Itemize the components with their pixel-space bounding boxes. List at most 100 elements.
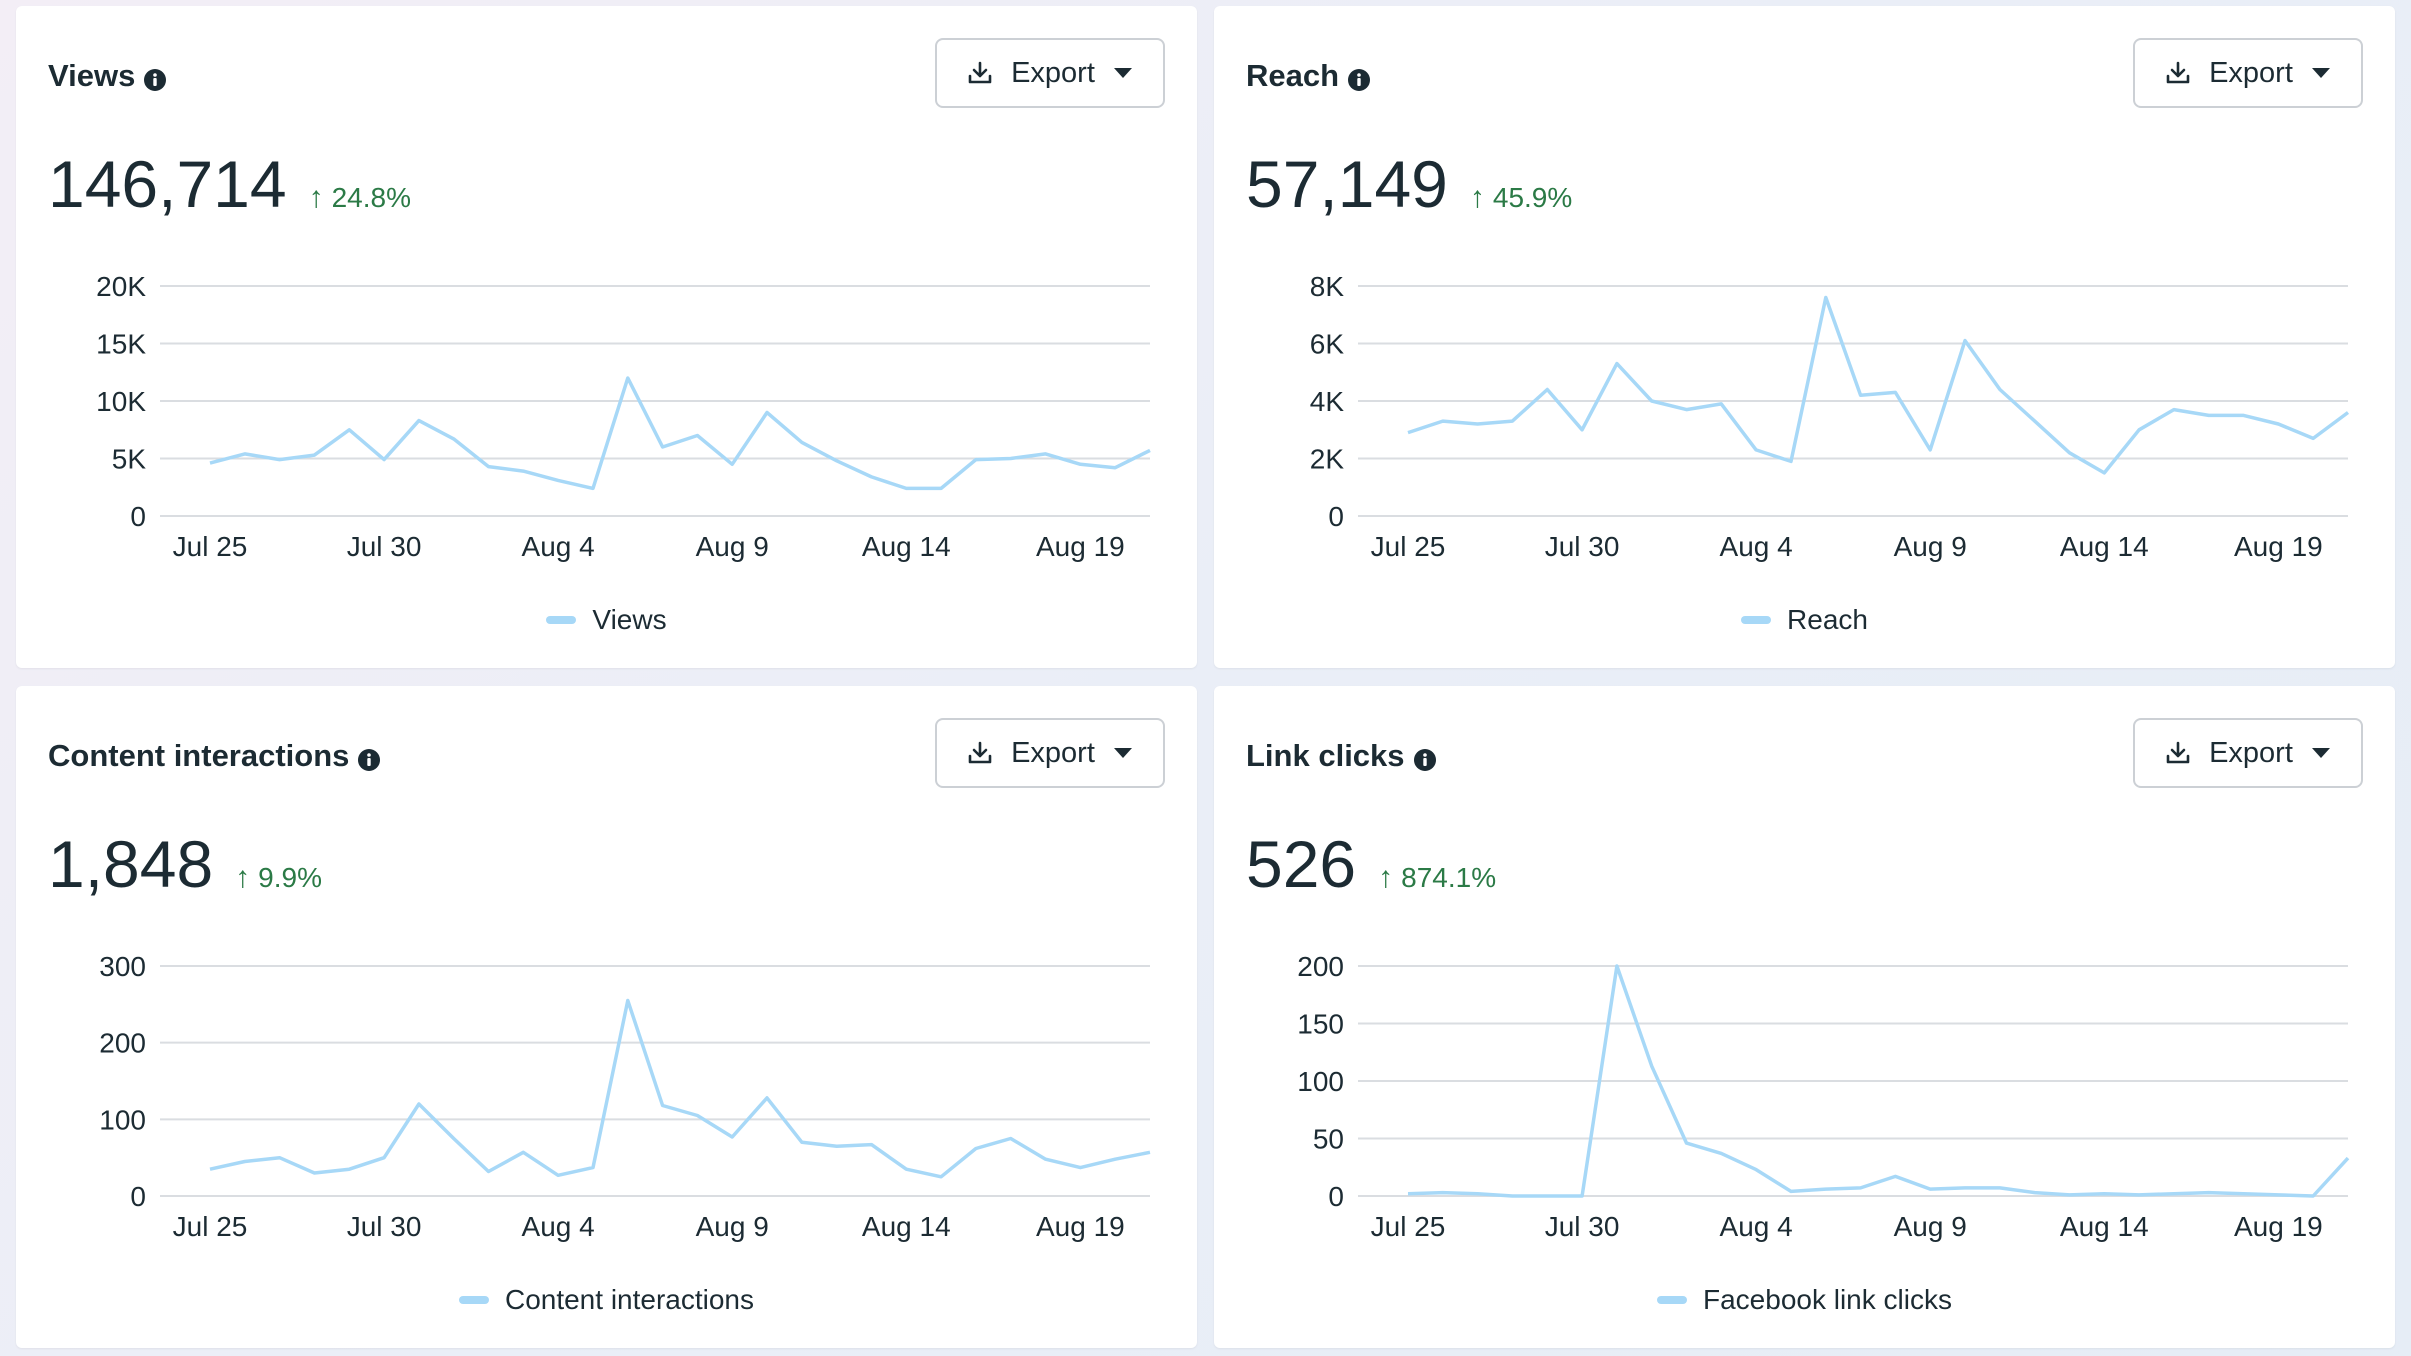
metric: 1,848 ↑ 9.9% — [48, 826, 322, 902]
card-title: Content interactions — [48, 738, 381, 774]
x-tick-label: Aug 4 — [1720, 531, 1793, 562]
metric-change-value: 874.1% — [1401, 862, 1497, 893]
legend-swatch — [458, 1296, 489, 1304]
y-tick-label: 4K — [1310, 386, 1345, 417]
metric-value: 1,848 — [48, 827, 214, 901]
reach-chart: 0 2K 4K 6K 8K Jul 25 Jul 30 Aug 4 Aug 9 Aug 14 Aug… — [1310, 271, 2350, 562]
legend-swatch — [1741, 616, 1772, 624]
y-tick-label: 5K — [112, 444, 147, 475]
x-tick-label: Jul 25 — [1371, 531, 1446, 562]
info-icon[interactable] — [1347, 64, 1371, 91]
x-tick-label: Jul 30 — [347, 1211, 422, 1242]
y-tick-label: 200 — [1297, 951, 1344, 982]
series-line[interactable] — [1407, 295, 2350, 475]
chart-legend: Content interactions — [16, 1284, 1197, 1316]
legend-swatch — [546, 616, 577, 624]
y-tick-label: 8K — [1310, 271, 1345, 302]
y-tick-label: 0 — [130, 1181, 146, 1212]
export-button[interactable]: Export — [2133, 38, 2363, 108]
export-button[interactable]: Export — [2133, 718, 2363, 788]
metric-value: 146,714 — [48, 147, 287, 221]
views-chart: 0 5K 10K 15K 20K Jul 25 Jul 30 Aug 4 Aug 9 Aug 14… — [96, 271, 1151, 562]
caret-down-icon — [2311, 746, 2331, 760]
link-clicks-card: Link clicks Export 526 ↑ 874.1% 0 50 100 15… — [1214, 686, 2395, 1348]
x-tick-label: Jul 30 — [1545, 531, 1620, 562]
metric-change: ↑ 45.9% — [1470, 181, 1572, 215]
export-label: Export — [2209, 56, 2293, 89]
series-line[interactable] — [209, 376, 1151, 491]
y-tick-label: 0 — [1328, 1181, 1344, 1212]
download-icon — [2165, 60, 2191, 86]
metric-change: ↑ 24.8% — [309, 181, 411, 215]
y-tick-label: 6K — [1310, 329, 1345, 360]
y-tick-label: 15K — [96, 329, 146, 360]
series-line[interactable] — [209, 998, 1151, 1179]
export-button[interactable]: Export — [935, 718, 1165, 788]
legend-label: Reach — [1787, 604, 1868, 635]
x-tick-label: Aug 9 — [696, 531, 769, 562]
y-tick-label: 2K — [1310, 444, 1345, 475]
legend-label: Content interactions — [504, 1284, 755, 1315]
x-tick-label: Aug 14 — [862, 531, 951, 562]
chart-legend: Views — [16, 604, 1197, 636]
chart-legend: Reach — [1214, 604, 2395, 636]
chart-legend: Facebook link clicks — [1214, 1284, 2395, 1316]
content-interactions-chart: 0 100 200 300 Jul 25 Jul 30 Aug 4 Aug 9 Aug 14 Au… — [99, 951, 1151, 1242]
x-tick-label: Aug 4 — [522, 531, 595, 562]
y-tick-label: 100 — [99, 1104, 146, 1135]
x-tick-label: Aug 19 — [1036, 1211, 1125, 1242]
views-card: Views Export 146,714 ↑ 24.8% 0 5K 10K 15K 20… — [16, 6, 1197, 668]
legend-label: Facebook link clicks — [1703, 1284, 1952, 1315]
content-interactions-card: Content interactions Export 1,848 ↑ 9.9%… — [16, 686, 1197, 1348]
arrow-up-icon: ↑ — [1378, 861, 1394, 894]
info-icon[interactable] — [143, 64, 167, 91]
y-tick-label: 50 — [1313, 1124, 1344, 1155]
x-tick-label: Aug 14 — [2060, 1211, 2149, 1242]
x-tick-label: Jul 30 — [1545, 1211, 1620, 1242]
y-tick-label: 0 — [130, 501, 146, 532]
arrow-up-icon: ↑ — [235, 861, 251, 894]
card-title: Reach — [1246, 58, 1371, 94]
y-tick-label: 10K — [96, 386, 146, 417]
metric-value: 57,149 — [1246, 147, 1448, 221]
legend-label: Views — [592, 604, 667, 635]
arrow-up-icon: ↑ — [1469, 181, 1485, 214]
x-tick-label: Aug 9 — [696, 1211, 769, 1242]
export-label: Export — [2209, 736, 2293, 769]
x-tick-label: Jul 25 — [173, 1211, 248, 1242]
y-tick-label: 300 — [99, 951, 146, 982]
card-title-text: Content interactions — [48, 738, 350, 773]
x-tick-label: Aug 4 — [1720, 1211, 1793, 1242]
metric-change: ↑ 874.1% — [1378, 861, 1496, 895]
x-tick-label: Jul 25 — [1371, 1211, 1446, 1242]
x-tick-label: Aug 19 — [1036, 531, 1125, 562]
info-icon[interactable] — [357, 744, 381, 771]
download-icon — [2165, 740, 2191, 766]
download-icon — [967, 60, 993, 86]
info-icon[interactable] — [1413, 744, 1437, 771]
export-label: Export — [1011, 56, 1095, 89]
card-title-text: Reach — [1246, 58, 1340, 93]
series-line[interactable] — [1407, 964, 2350, 1198]
caret-down-icon — [1113, 746, 1133, 760]
metric-change-value: 9.9% — [258, 862, 322, 893]
card-title: Views — [48, 58, 167, 94]
export-label: Export — [1011, 736, 1095, 769]
link-clicks-chart: 0 50 100 150 200 Jul 25 Jul 30 Aug 4 Aug 9 Aug 14… — [1297, 951, 2350, 1242]
metric-change-value: 45.9% — [1492, 182, 1573, 213]
card-title: Link clicks — [1246, 738, 1437, 774]
metric: 526 ↑ 874.1% — [1246, 826, 1496, 902]
caret-down-icon — [1113, 66, 1133, 80]
y-tick-label: 100 — [1297, 1066, 1344, 1097]
y-tick-label: 150 — [1297, 1009, 1344, 1040]
metric: 146,714 ↑ 24.8% — [48, 146, 411, 222]
x-tick-label: Aug 9 — [1894, 531, 1967, 562]
x-tick-label: Aug 14 — [862, 1211, 951, 1242]
export-button[interactable]: Export — [935, 38, 1165, 108]
arrow-up-icon: ↑ — [308, 181, 324, 214]
x-tick-label: Aug 9 — [1894, 1211, 1967, 1242]
x-tick-label: Aug 14 — [2060, 531, 2149, 562]
metric-change-value: 24.8% — [331, 182, 411, 213]
metric-value: 526 — [1246, 827, 1357, 901]
